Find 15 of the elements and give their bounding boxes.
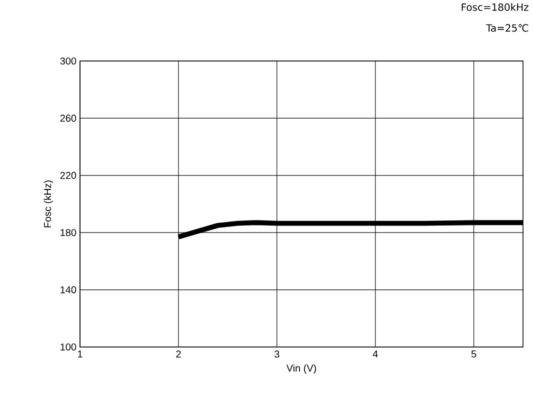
x-tick-label: 2 <box>176 350 181 358</box>
y-tick-label: 300 <box>60 57 76 65</box>
y-tick-label: 140 <box>60 286 76 294</box>
x-tick-label: 4 <box>372 350 378 358</box>
y-tick-label: 260 <box>60 114 76 122</box>
text: Fosc=180kHz <box>462 3 528 11</box>
y-tick-label: 180 <box>60 229 76 236</box>
y-tick-label: 220 <box>60 172 76 179</box>
x-tick-label: 1 <box>78 350 82 358</box>
x-tick-label: 3 <box>274 350 280 358</box>
y-axis-title: Fosc (kHz) <box>44 180 54 228</box>
x-tick-label: 5 <box>471 350 476 358</box>
text: Ta=25℃ <box>486 24 528 32</box>
x-axis-title: Vin (V) <box>286 364 316 374</box>
y-tick-label: 100 <box>60 343 76 351</box>
